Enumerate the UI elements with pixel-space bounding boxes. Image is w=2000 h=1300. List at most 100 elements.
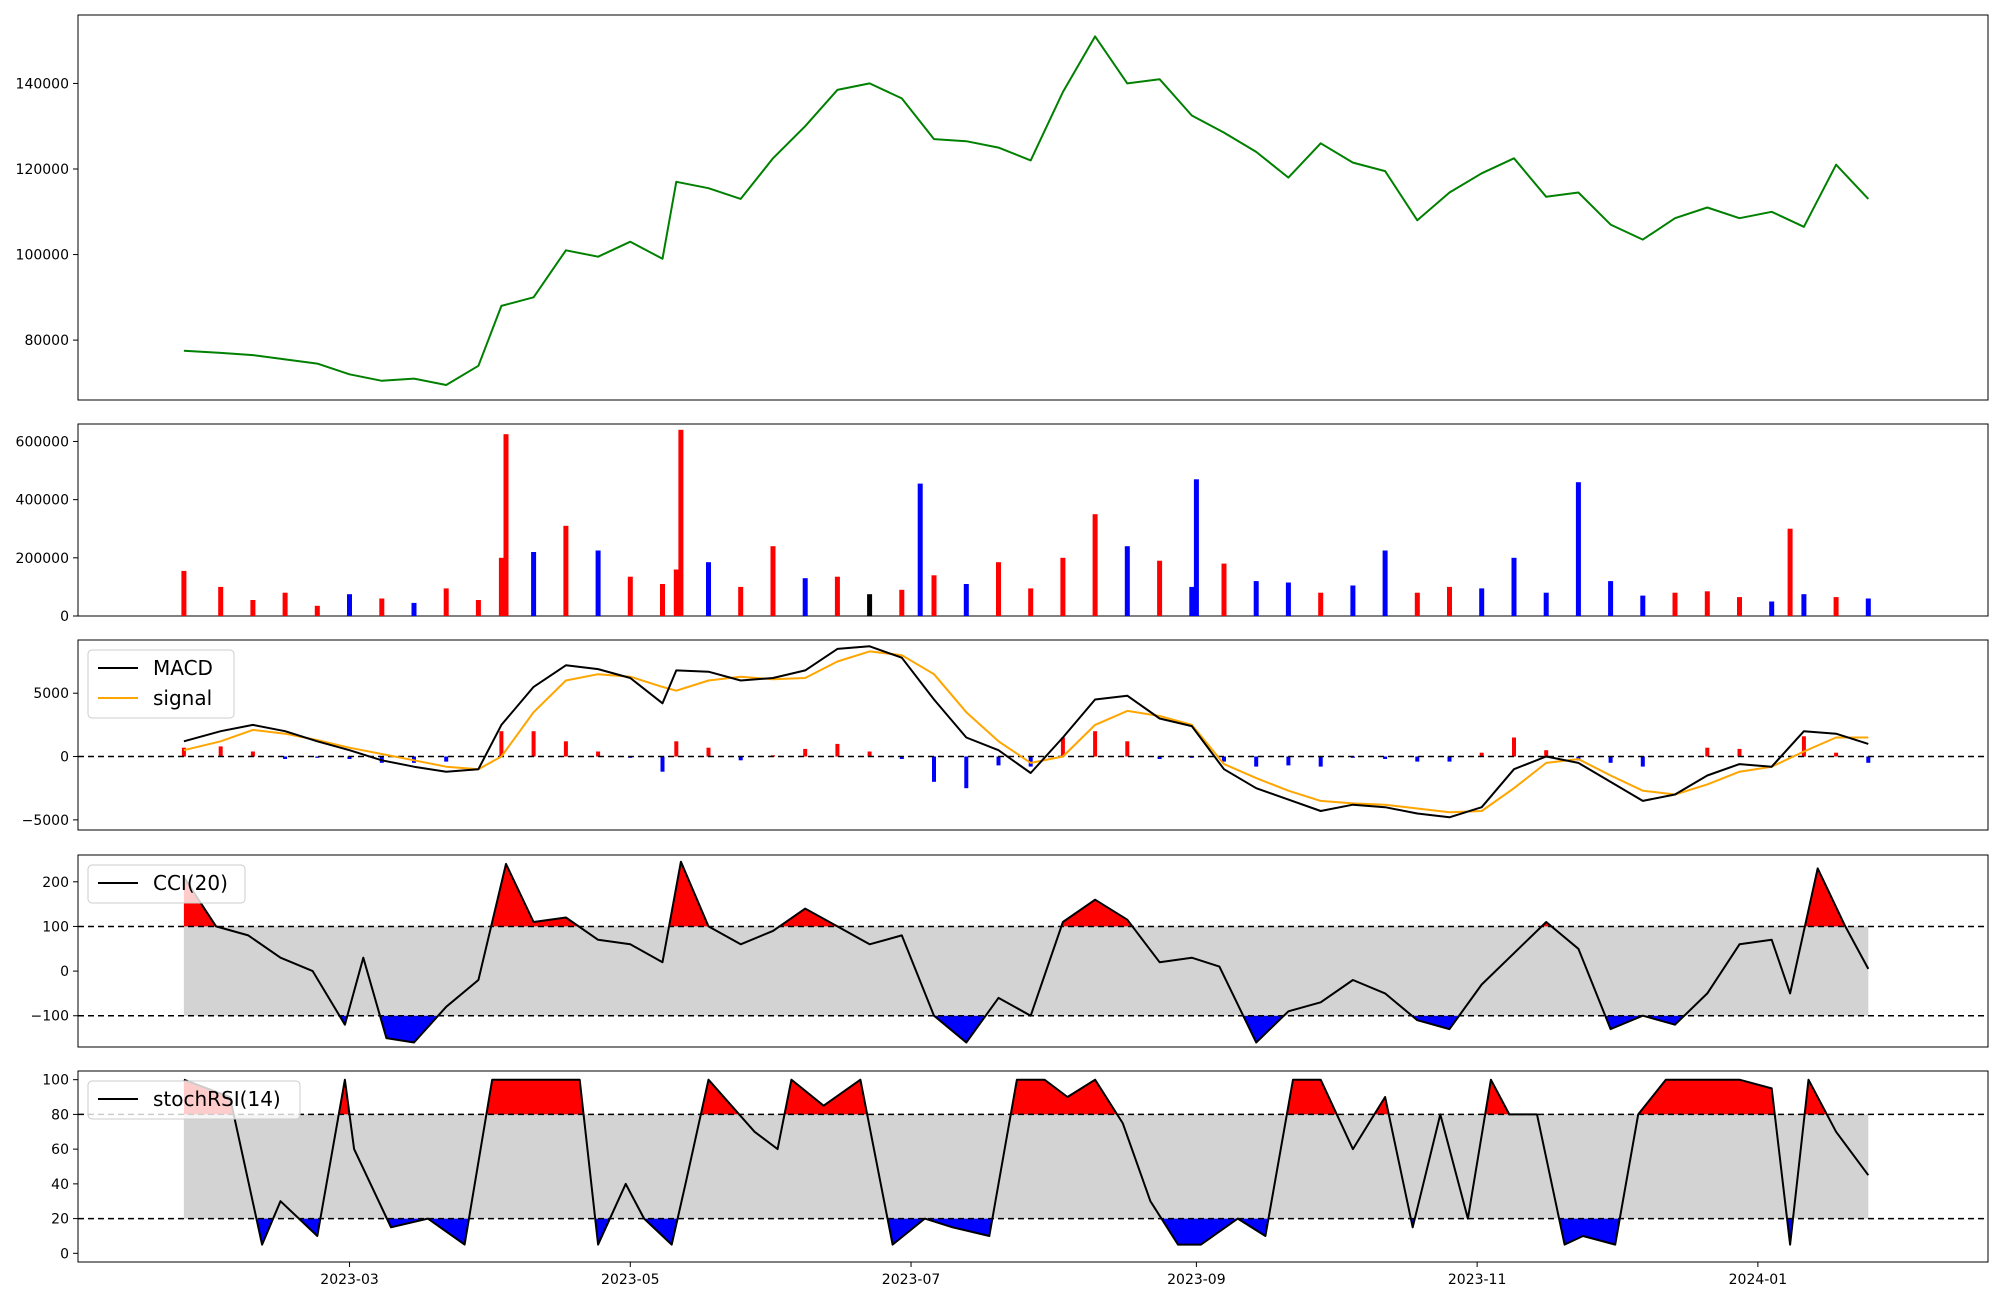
price-line [183,35,1870,386]
macd-histogram-bar [1512,737,1516,757]
volume-bar [1704,591,1710,616]
volume-bar [1479,588,1485,616]
macd-histogram-bar [315,756,320,758]
volume-bar [1833,597,1839,616]
volume-bar [1511,557,1517,616]
volume-bar [917,483,923,616]
macd-histogram-bar [660,756,665,772]
stoch-overbought-fill [700,1079,740,1115]
macd-histogram-bar [499,731,504,757]
volume-bar [1414,592,1420,616]
volume-bar [802,578,808,616]
macd-line [183,645,1869,819]
stoch-legend-box [87,1080,301,1120]
macd-ytick-label: 5000 [33,686,69,702]
macd-histogram-bar [1608,756,1613,763]
volume-bar [1193,479,1199,616]
stoch-oversold-fill [256,1218,274,1245]
macd-histogram-bar [964,756,969,789]
volume-bar [678,429,684,616]
macd-histogram-bar [1834,752,1839,757]
macd-ytick-label: 0 [60,750,69,766]
macd-histogram-bar [347,756,352,759]
macd-histogram-bar [1640,756,1645,767]
macd-histogram-bar [1254,756,1259,767]
volume-bar [1640,595,1646,616]
cci-panel: −100 0 100 200 CCI(20) [31,854,1989,1048]
volume-panel: 0 200000 400000 600000 [16,423,1989,625]
macd-histogram-bar [1544,750,1549,757]
volume-bar [963,584,969,616]
price-panel: 80000 100000 120000 140000 [16,14,1989,401]
cci-band [183,926,1869,1016]
x-tick-label: 2023-03 [320,1272,379,1288]
volume-bar [1221,563,1227,616]
stoch-oversold-fill [1559,1218,1620,1245]
x-tick-label: 2024-01 [1729,1272,1788,1288]
stoch-line [183,1078,1870,1246]
macd-histogram-bar [1479,752,1484,757]
macd-histogram-bar [1415,756,1420,762]
volume-bar [498,557,504,616]
macd-histogram-bar [899,756,904,759]
volume-bar [738,586,744,616]
price-ytick-label: 140000 [16,76,69,92]
volume-bar [673,569,679,616]
macd-histogram-bar [1705,747,1710,757]
macd-histogram-bar [596,751,601,757]
cci-ytick-label: 200 [42,875,69,891]
volume-bar [627,576,633,616]
volume-ytick-label: 0 [60,609,69,625]
volume-bar [1092,514,1098,616]
stoch-band [183,1114,1869,1219]
macd-histogram-bar [1866,756,1871,763]
volume-bar [996,562,1001,616]
volume-bar [706,562,711,616]
cci-ytick-label: −100 [31,1009,69,1025]
macd-histogram-bar [1737,748,1742,757]
stoch-ytick-label: 60 [51,1142,69,1158]
volume-bar [250,600,256,616]
stoch-legend-label: stochRSI(14) [153,1087,281,1111]
x-tick-label: 2023-09 [1167,1272,1226,1288]
macd-histogram-bar [932,756,936,782]
volume-bar [834,576,840,616]
stoch-ytick-label: 40 [51,1177,69,1193]
stoch-ytick-label: 0 [60,1246,69,1262]
volume-bar [314,605,320,616]
x-tick-label: 2023-11 [1448,1272,1507,1288]
macd-histogram-bar [181,747,186,757]
volume-bar [1157,560,1163,616]
macd-histogram-bar [1125,741,1130,757]
x-tick-label: 2023-07 [882,1272,941,1288]
volume-ytick-label: 600000 [16,434,69,450]
volume-bar [1447,586,1452,616]
volume-bar [1737,597,1742,616]
volume-bar [1253,581,1259,616]
macd-histogram-bar [218,746,223,757]
macd-histogram-bar [674,741,679,757]
macd-histogram-bar [1383,756,1388,759]
volume-bar [218,586,224,616]
cci-ytick-label: 0 [60,964,69,980]
volume-bar [443,588,449,616]
volume-bar [1350,585,1356,616]
macd-histogram-bar [1157,756,1162,759]
volume-bar [531,552,537,616]
macd-histogram-bar [1447,756,1452,762]
cci-overbought-fill [1061,899,1133,927]
macd-histogram-bar [1028,756,1033,767]
volume-bar [1769,601,1775,616]
volume-bar [1801,594,1807,616]
price-ytick-label: 80000 [24,333,69,349]
volume-bar [660,584,665,616]
volume-bar [931,575,937,616]
stoch-overbought-fill [1485,1079,1510,1115]
volume-bar [1575,482,1581,616]
macd-panel: −5000 0 5000 MACD signal [22,639,1989,831]
volume-bar [475,600,481,616]
cci-oversold-fill [380,1015,439,1043]
volume-bar [411,602,417,616]
x-tick-label: 2023-05 [601,1272,660,1288]
